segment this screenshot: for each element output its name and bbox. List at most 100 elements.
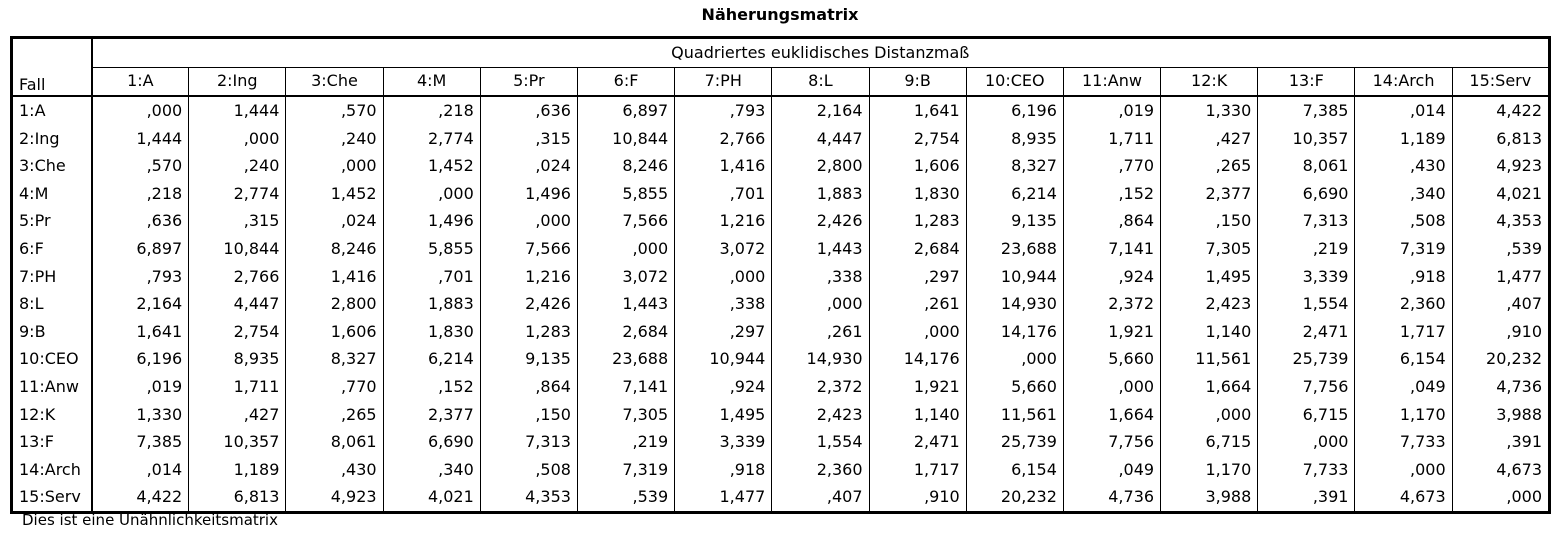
matrix-cell: 1,496 [382, 207, 481, 236]
table-row: 9:B 1,641 2,754 1,606 1,830 1,283 2,684,297,26… [11, 317, 1550, 346]
matrix-cell: 1,830 [382, 317, 481, 346]
matrix-cell: 1,140 [868, 400, 967, 429]
matrix-cell: ,338 [674, 290, 772, 318]
matrix-cell: 4,673 [1451, 455, 1550, 484]
matrix-cell: ,024 [479, 152, 578, 180]
matrix-cell: 8,935 [965, 124, 1064, 153]
matrix-cell: 2,471 [868, 428, 967, 456]
table-row: 7:PH ,793 2,766 1,416,701 1,216 3,072,000,338… [11, 262, 1550, 291]
matrix-cell: 3,072 [576, 262, 675, 291]
matrix-cell: 2,360 [1354, 290, 1453, 318]
matrix-cell: 1,170 [1354, 400, 1453, 429]
matrix-cell: 14,930 [771, 345, 869, 374]
matrix-cell: 7,319 [576, 455, 675, 484]
matrix-cell: 11,561 [1160, 345, 1258, 374]
matrix-cell: ,218 [146, 183, 183, 203]
matrix-cell: 3,072 [674, 235, 772, 263]
matrix-cell: 8,327 [965, 152, 1064, 180]
row-header: 15:Serv [11, 483, 93, 513]
matrix-cell: 4,673 [1354, 483, 1453, 513]
matrix-cell: 2,774 [382, 124, 481, 153]
matrix-cell: 4,447 [188, 290, 286, 318]
matrix-cell: 6,715 [1160, 428, 1258, 456]
table-row: 3:Che ,570,240,000 1,452,024 8,246 1,416 2,80… [11, 152, 1550, 180]
matrix-cell: ,024 [285, 207, 384, 236]
matrix-cell: 8,061 [285, 428, 384, 456]
matrix-cell: 7,385 [1257, 96, 1355, 125]
matrix-cell: 1,606 [285, 317, 384, 346]
column-header: 5:Pr [479, 67, 578, 98]
matrix-cell: 1,496 [479, 179, 578, 208]
matrix-cell: ,152 [382, 373, 481, 401]
matrix-cell: ,000 [1160, 400, 1258, 429]
table-row: 5:Pr ,636,315,024 1,496,000 7,566 1,216 2,426… [11, 207, 1550, 236]
matrix-cell: ,770 [1062, 152, 1161, 180]
matrix-cell: 7,141 [1062, 235, 1161, 263]
matrix-cell: 3,339 [1257, 262, 1355, 291]
matrix-cell: 6,154 [965, 455, 1064, 484]
matrix-cell: ,150 [479, 400, 578, 429]
matrix-cell: 2,164 [771, 96, 869, 125]
matrix-cell: 1,477 [674, 483, 772, 513]
column-header: 13:F [1257, 67, 1355, 98]
matrix-cell: ,000 [771, 290, 869, 318]
matrix-cell: ,000 [188, 124, 286, 153]
table-title: Näherungsmatrix [701, 5, 859, 24]
matrix-cell: 6,813 [188, 483, 286, 513]
matrix-cell: 1,216 [479, 262, 578, 291]
matrix-cell: 10,844 [188, 235, 286, 263]
matrix-cell: 2,164 [136, 294, 183, 314]
matrix-cell: 1,170 [1160, 455, 1258, 484]
matrix-cell: 8,246 [576, 152, 675, 180]
matrix-cell: 2,426 [771, 207, 869, 236]
row-header: 9:B [11, 317, 93, 346]
table-row: 2:Ing 1,444,000,240 2,774,315 10,844 2,766 4,… [11, 124, 1550, 153]
matrix-cell: 1,189 [188, 455, 286, 484]
matrix-cell: 2,360 [771, 455, 869, 484]
matrix-body: 1:A ,000 1,444,570,218,636 6,897,793 2,164 1,… [11, 96, 1550, 513]
matrix-cell: 10,357 [188, 428, 286, 456]
matrix-cell: ,150 [1160, 207, 1258, 236]
table-row: 12:K 1,330,427,265 2,377,150 7,305 1,495 2,42… [11, 400, 1550, 429]
matrix-cell: 2,423 [771, 400, 869, 429]
matrix-cell: 5,855 [576, 179, 675, 208]
matrix-cell: 7,566 [479, 235, 578, 263]
row-header: 11:Anw [11, 373, 93, 401]
matrix-cell: 3,339 [674, 428, 772, 456]
matrix-cell: 4,021 [1451, 179, 1550, 208]
matrix-cell: 1,443 [771, 235, 869, 263]
matrix-cell: 2,800 [285, 290, 384, 318]
matrix-cell: ,019 [1062, 96, 1161, 125]
matrix-cell: 25,739 [1257, 345, 1355, 374]
matrix-cell: 1,641 [868, 96, 967, 125]
matrix-cell: ,014 [1354, 96, 1453, 125]
row-header: 5:Pr [11, 207, 93, 236]
matrix-cell: ,000 [1451, 483, 1550, 513]
matrix-cell: ,152 [1062, 179, 1161, 208]
matrix-cell: 20,232 [1451, 345, 1550, 374]
matrix-cell: ,261 [771, 317, 869, 346]
matrix-cell: 6,897 [136, 238, 183, 258]
row-header: 14:Arch [11, 455, 93, 484]
proximity-matrix-table: Fall Quadriertes euklidisches Distanzmaß… [10, 36, 1551, 515]
matrix-cell: 9,135 [479, 345, 578, 374]
matrix-cell: 7,385 [136, 432, 183, 452]
matrix-cell: 2,377 [382, 400, 481, 429]
table-row: 1:A ,000 1,444,570,218,636 6,897,793 2,164 1,… [11, 96, 1550, 125]
column-header: 14:Arch [1354, 67, 1453, 98]
matrix-cell: 4,422 [1451, 96, 1550, 125]
matrix-cell: 1,830 [868, 179, 967, 208]
matrix-cell: 1,717 [868, 455, 967, 484]
matrix-cell: 2,426 [479, 290, 578, 318]
matrix-cell: ,049 [1062, 455, 1161, 484]
matrix-cell: 1,477 [1451, 262, 1550, 291]
matrix-cell: 8,061 [1257, 152, 1355, 180]
matrix-cell: ,910 [1451, 317, 1550, 346]
matrix-cell: 7,141 [576, 373, 675, 401]
matrix-cell: 10,844 [576, 124, 675, 153]
matrix-cell: 1,330 [136, 404, 183, 424]
matrix-cell: 1,283 [479, 317, 578, 346]
matrix-cell: 6,690 [1257, 179, 1355, 208]
matrix-cell: 4,923 [285, 483, 384, 513]
matrix-cell: ,000 [1257, 428, 1355, 456]
